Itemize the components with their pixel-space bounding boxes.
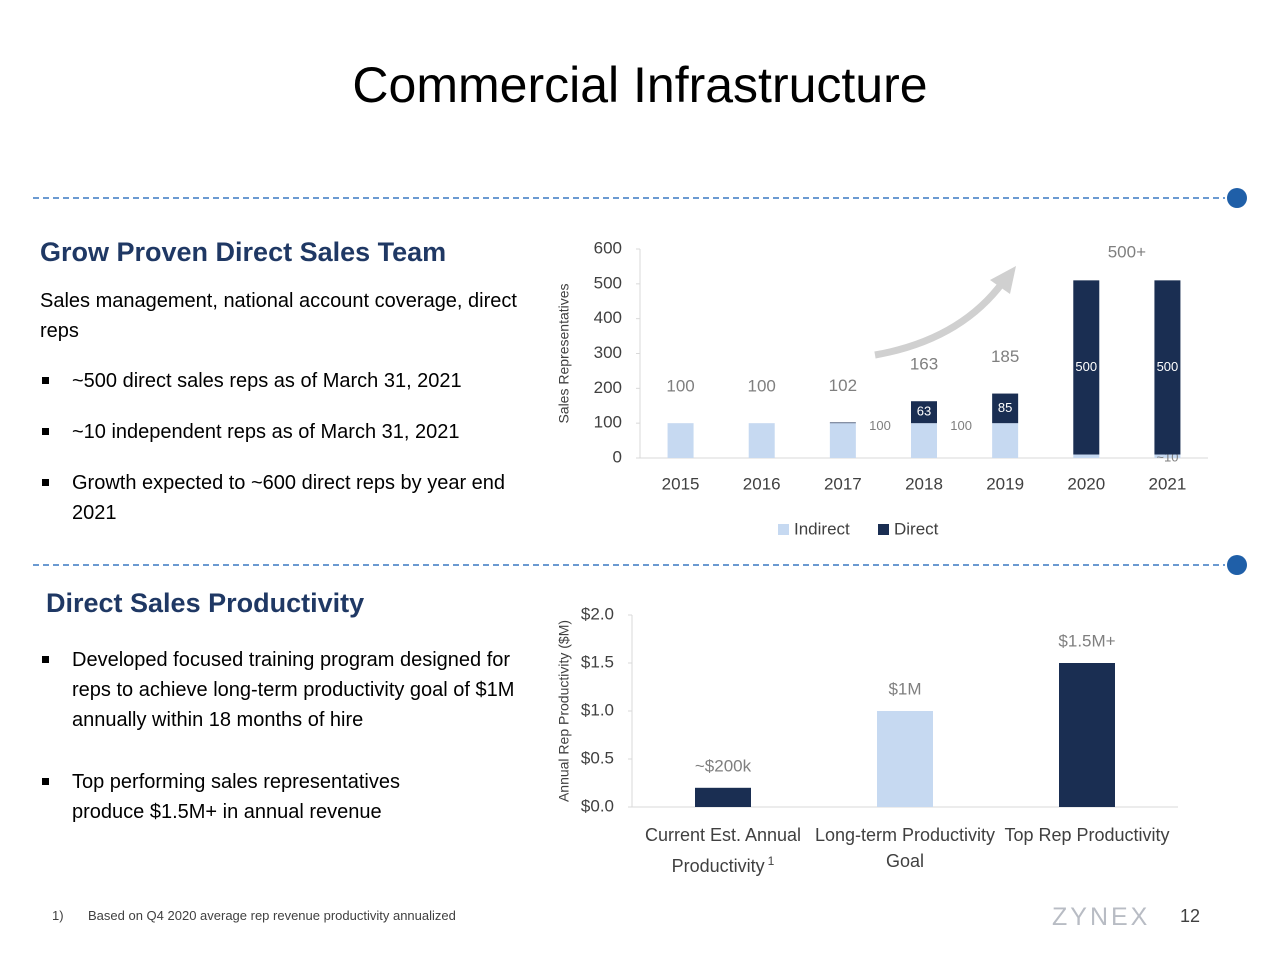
bar-segment bbox=[1154, 454, 1181, 458]
y-tick-label: $1.5 bbox=[581, 652, 614, 671]
growth-arrow bbox=[874, 279, 1006, 359]
total-label: 185 bbox=[991, 347, 1019, 366]
data-label: 100 bbox=[950, 418, 972, 433]
data-label: $1.5M+ bbox=[1058, 631, 1115, 650]
data-label: 63 bbox=[917, 404, 931, 419]
y-tick-label: 0 bbox=[613, 447, 622, 466]
bullet-list: Developed focused training program desig… bbox=[40, 645, 530, 848]
y-tick-label: $2.0 bbox=[581, 604, 614, 623]
y-axis-label: Annual Rep Productivity ($M) bbox=[556, 620, 572, 802]
data-label: $1M bbox=[888, 679, 921, 698]
total-label: 100 bbox=[666, 377, 694, 396]
y-tick-label: 200 bbox=[594, 378, 622, 397]
total-label: 100 bbox=[748, 377, 776, 396]
annotation: 500+ bbox=[1108, 242, 1146, 261]
data-label: 100 bbox=[869, 418, 891, 433]
x-tick-label-text: Long-term Productivity Goal bbox=[814, 825, 996, 871]
x-tick-label: Current Est. Annual Productivity 1 bbox=[623, 822, 823, 879]
x-tick-label: 2021 bbox=[1149, 474, 1187, 493]
x-tick-label: 2020 bbox=[1067, 474, 1105, 493]
x-tick-label: 2015 bbox=[662, 474, 700, 493]
data-label: ~$200k bbox=[695, 756, 752, 775]
y-tick-label: $0.5 bbox=[581, 748, 614, 767]
bar-segment bbox=[829, 423, 856, 458]
bar-segment bbox=[1073, 454, 1100, 458]
y-tick-label: 600 bbox=[594, 238, 622, 257]
data-label: 500 bbox=[1157, 359, 1179, 374]
x-tick-label: 2019 bbox=[986, 474, 1024, 493]
footnote-text: Based on Q4 2020 average rep revenue pro… bbox=[88, 908, 456, 923]
legend-label: Indirect bbox=[794, 519, 850, 538]
y-tick-label: 300 bbox=[594, 343, 622, 362]
x-tick-label-text: Top Rep Productivity bbox=[1004, 825, 1170, 845]
bullet: ~500 direct sales reps as of March 31, 2… bbox=[40, 366, 540, 396]
y-tick-label: 100 bbox=[594, 413, 622, 432]
bar-segment bbox=[992, 423, 1019, 458]
y-tick-label: $0.0 bbox=[581, 796, 614, 815]
bullet: Growth expected to ~600 direct reps by y… bbox=[40, 468, 540, 528]
x-tick-label: Long-term Productivity Goal bbox=[805, 822, 1005, 874]
y-axis-label: Sales Representatives bbox=[556, 283, 572, 423]
section-intro: Sales management, national account cover… bbox=[40, 290, 517, 342]
x-tick-label-text: Current Est. Annual Productivity bbox=[644, 825, 802, 876]
divider-dot bbox=[1227, 555, 1247, 575]
legend-swatch bbox=[878, 524, 889, 535]
y-tick-label: 500 bbox=[594, 273, 622, 292]
bar-segment bbox=[1073, 280, 1100, 455]
total-label: 163 bbox=[910, 355, 938, 374]
y-tick-label: $1.0 bbox=[581, 700, 614, 719]
bar-segment bbox=[667, 423, 694, 458]
divider-dot bbox=[1227, 188, 1247, 208]
bar bbox=[695, 787, 751, 807]
logo: ZYNEX bbox=[1052, 903, 1151, 931]
bar-segment bbox=[911, 423, 937, 458]
page-number: 12 bbox=[1180, 906, 1201, 926]
bar-segment bbox=[911, 401, 937, 424]
data-label: 500 bbox=[1075, 359, 1097, 374]
section-heading: Grow Proven Direct Sales Team bbox=[40, 237, 447, 267]
bar bbox=[1059, 663, 1115, 807]
legend-label: Direct bbox=[894, 519, 939, 538]
x-tick-label: 2017 bbox=[824, 474, 862, 493]
slide-title: Commercial Infrastructure bbox=[352, 57, 928, 113]
footnote-marker: 1) bbox=[52, 908, 64, 923]
data-label: 85 bbox=[998, 400, 1012, 415]
bar-segment bbox=[829, 422, 856, 424]
legend-swatch bbox=[778, 524, 789, 535]
bullet: Developed focused training program desig… bbox=[40, 645, 530, 735]
bar-segment bbox=[1154, 280, 1181, 455]
x-tick-label: 2018 bbox=[905, 474, 943, 493]
footnote-ref: 1 bbox=[767, 854, 775, 868]
bullet: Top performing sales representatives pro… bbox=[40, 767, 472, 827]
bar-segment bbox=[748, 423, 775, 458]
total-label: 102 bbox=[829, 376, 857, 395]
bullet-list: ~500 direct sales reps as of March 31, 2… bbox=[40, 366, 540, 549]
growth-arrow-head bbox=[990, 266, 1016, 294]
bar-segment bbox=[992, 393, 1019, 424]
x-tick-label: 2016 bbox=[743, 474, 781, 493]
bullet: ~10 independent reps as of March 31, 202… bbox=[40, 417, 540, 447]
x-tick-label: Top Rep Productivity bbox=[987, 822, 1187, 848]
section-heading: Direct Sales Productivity bbox=[46, 588, 365, 618]
bar bbox=[877, 711, 933, 807]
y-tick-label: 400 bbox=[594, 308, 622, 327]
